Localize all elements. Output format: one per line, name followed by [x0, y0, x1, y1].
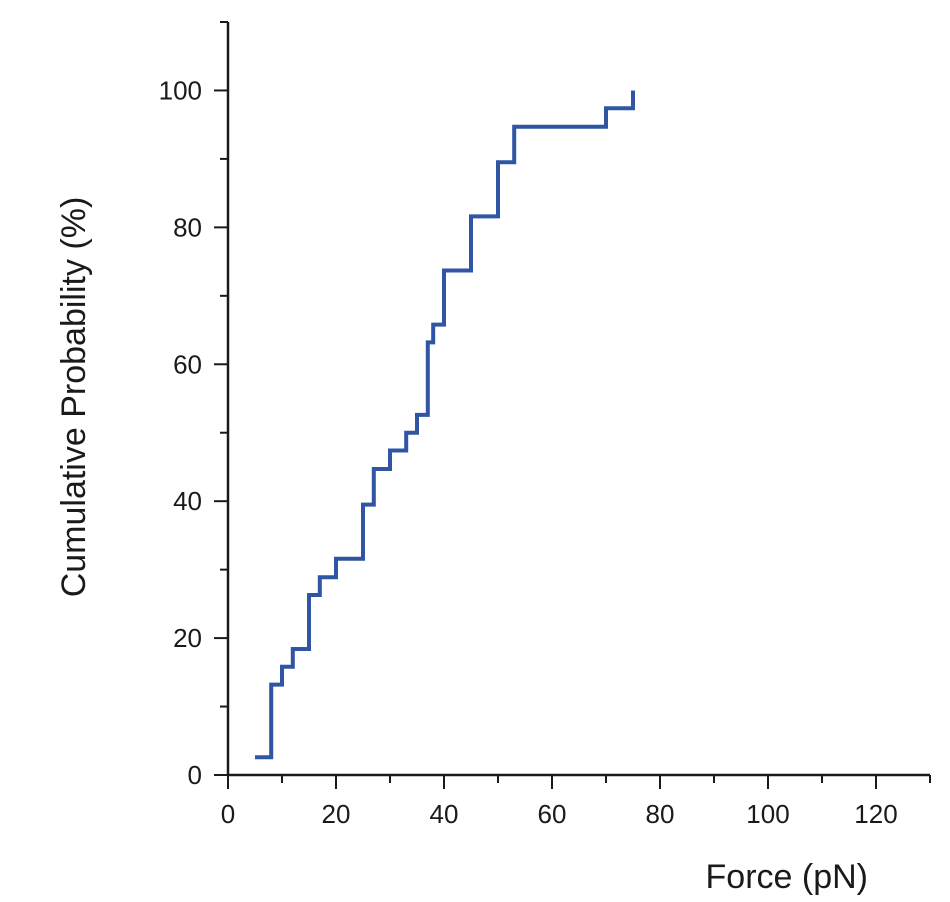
x-tick-label: 0 — [221, 799, 235, 829]
x-tick-label: 20 — [322, 799, 351, 829]
y-tick-label: 60 — [173, 349, 202, 379]
y-axis: 0 20 40 60 80 100 — [159, 21, 230, 790]
x-axis-title: Force (pN) — [706, 858, 868, 896]
plot-area — [255, 90, 635, 760]
y-axis-title: Cumulative Probability (%) — [55, 197, 93, 598]
x-tick-label: 80 — [646, 799, 675, 829]
x-tick-label: 60 — [538, 799, 567, 829]
y-tick-label: 80 — [173, 212, 202, 242]
x-tick-label: 100 — [746, 799, 789, 829]
x-axis: 0 20 40 60 80 100 120 — [221, 773, 931, 829]
y-tick-label: 40 — [173, 486, 202, 516]
x-tick-label: 40 — [430, 799, 459, 829]
y-tick-label: 20 — [173, 623, 202, 653]
y-tick-label: 0 — [188, 760, 202, 790]
cumulative-step-line — [255, 90, 635, 760]
y-tick-label: 100 — [159, 75, 202, 105]
x-tick-label: 120 — [854, 799, 897, 829]
